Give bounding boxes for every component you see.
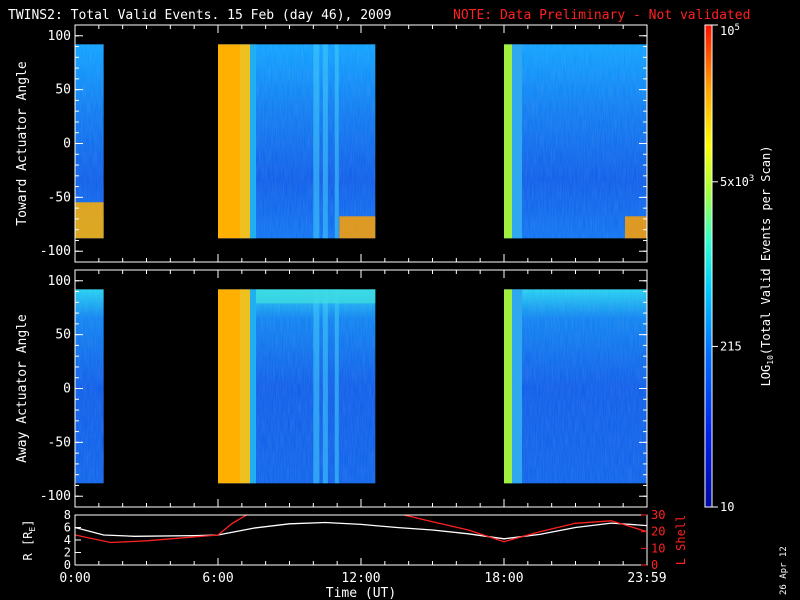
colorbar-tick-label: 10 [720, 500, 734, 514]
streak-1 [313, 44, 320, 239]
right-tick-label: 30 [651, 508, 665, 522]
y-tick-label: 100 [48, 274, 71, 289]
right-tick-label: 20 [651, 525, 665, 539]
green-band-edge [512, 289, 522, 484]
y-tick-label: 100 [48, 29, 71, 44]
away-angle-panel: 100 50 0 -50 -100 Away Actuator Angle [15, 269, 648, 508]
transition-band [250, 289, 256, 484]
top-cyan-band [256, 289, 376, 304]
x-tick-label: 12:00 [341, 571, 380, 586]
right-tick-label: 10 [651, 541, 665, 555]
streak-3 [334, 289, 339, 484]
y-tick-label: 0 [63, 382, 71, 397]
x-tick-label: 23:59 [627, 571, 666, 586]
y-axis-label: Toward Actuator Angle [15, 61, 30, 226]
colorbar: 105 5x103 215 10 LOG10(Total Valid Events pe… [704, 23, 775, 514]
y-tick-label: -50 [48, 190, 71, 205]
hot-band [218, 289, 240, 484]
generation-date: 26 Apr 12 [779, 546, 789, 595]
warm-corner-1 [75, 202, 104, 239]
y-tick-label: -100 [40, 244, 71, 259]
y-tick-label: 0 [63, 137, 71, 152]
streak-3 [334, 44, 339, 239]
toward-angle-panel: 100 50 0 -50 -100 Toward Actuator Angle [15, 24, 648, 263]
streak-2 [322, 289, 328, 484]
green-band-edge [512, 44, 522, 239]
left-tick-label: 8 [64, 508, 71, 522]
data-texture-3 [504, 44, 647, 239]
colorbar-tick-label: 5x103 [720, 174, 754, 189]
streak-1 [313, 289, 320, 484]
l-shell-axis-label: L Shell [674, 515, 688, 566]
y-tick-label: -50 [48, 435, 71, 450]
streak-2 [322, 44, 328, 239]
data-texture-1 [75, 289, 104, 484]
radius-series [75, 521, 647, 540]
data-texture-3 [504, 289, 647, 484]
hot-band-edge [240, 44, 250, 239]
colorbar-tick-label: 105 [720, 23, 740, 38]
preliminary-note: NOTE: Data Preliminary - Not validated [453, 8, 751, 23]
right-tick-label: 0 [651, 558, 658, 572]
left-tick-label: 0 [64, 558, 71, 572]
hot-band [218, 44, 240, 239]
y-axis-label: Away Actuator Angle [15, 314, 30, 463]
hot-band-edge [240, 289, 250, 484]
x-axis-label: Time (UT) [326, 586, 396, 600]
y-tick-label: -100 [40, 489, 71, 504]
left-tick-label: 2 [64, 546, 71, 560]
plot-title: TWINS2: Total Valid Events. 15 Feb (day … [8, 8, 392, 23]
colorbar-label: LOG10(Total Valid Events per Scan) [759, 146, 775, 387]
colorbar-scale [704, 24, 713, 508]
x-tick-label: 0:00 [59, 571, 90, 586]
l-shell-series [75, 515, 647, 544]
transition-band [250, 44, 256, 239]
y-tick-label: 50 [55, 83, 71, 98]
radius-axis-label: R [RE] [21, 520, 37, 561]
warm-corner-2 [339, 216, 376, 239]
left-tick-label: 4 [64, 533, 71, 547]
green-band [504, 44, 512, 239]
green-band [504, 289, 512, 484]
left-tick-label: 6 [64, 521, 71, 535]
colorbar-tick-label: 215 [720, 339, 742, 353]
x-tick-label: 18:00 [484, 571, 523, 586]
warm-corner-3 [625, 216, 647, 239]
x-tick-label: 6:00 [202, 571, 233, 586]
y-tick-label: 50 [55, 328, 71, 343]
